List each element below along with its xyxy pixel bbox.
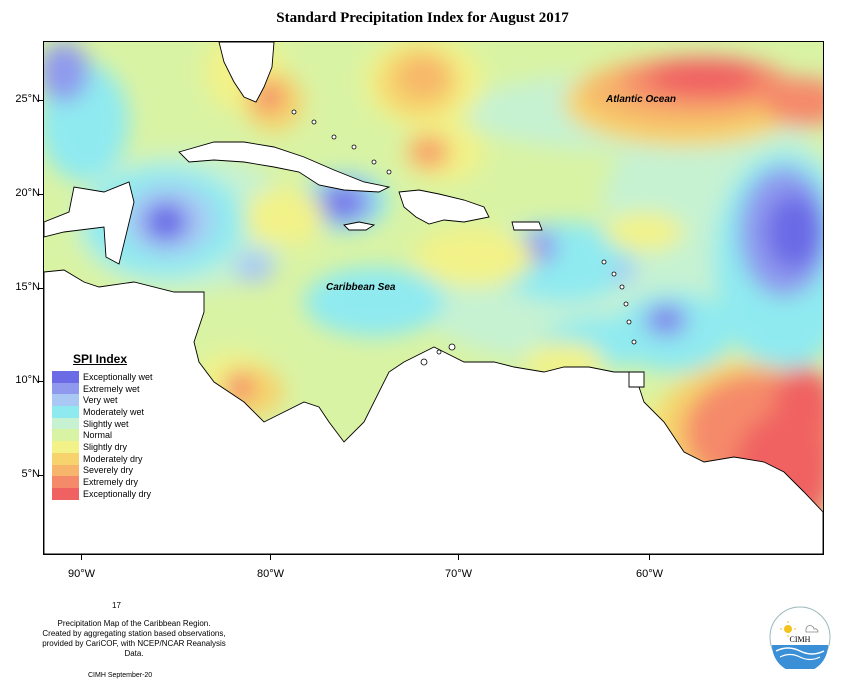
lon-tick-80: 80°W <box>257 568 285 580</box>
lat-tick-15: 15°N <box>15 281 40 293</box>
legend-swatch <box>52 406 79 418</box>
legend-label: Exceptionally wet <box>83 371 153 382</box>
legend-swatch <box>52 476 79 488</box>
footer-credit: CIMH September-20 <box>88 672 153 679</box>
small-islands <box>291 109 637 366</box>
legend-label: Extremely wet <box>83 383 140 394</box>
legend-swatch <box>52 417 79 430</box>
lon-tick-70: 70°W <box>445 568 473 580</box>
legend-item: Moderately wet <box>52 406 153 418</box>
lon-tick-90: 90°W <box>68 568 96 580</box>
legend-item: Slightly wet <box>52 417 153 430</box>
legend-item: Severely dry <box>52 464 153 477</box>
caribbean-sea-label: Caribbean Sea <box>326 282 396 293</box>
legend-label: Extremely dry <box>83 477 139 488</box>
legend-label: Severely dry <box>83 465 134 476</box>
footer-line-3: provided by CariCOF, with NCEP/NCAR Rean… <box>42 639 226 658</box>
lat-tick-5: 5°N <box>21 468 40 480</box>
legend-title: SPI Index <box>73 352 128 366</box>
legend-item: Extremely wet <box>52 382 153 395</box>
spi-map <box>43 41 824 555</box>
footer-line-2: Created by aggregating station based obs… <box>42 629 226 638</box>
legend-item: Extremely dry <box>52 476 153 488</box>
legend-swatch <box>52 371 79 383</box>
legend-item: Moderately dry <box>52 452 153 465</box>
legend-items: Exceptionally wet Extremely wet Very wet Mo… <box>52 371 153 500</box>
lon-tickmark <box>649 554 650 560</box>
lat-tick-20: 20°N <box>15 187 40 199</box>
legend-item: Exceptionally wet <box>52 371 153 383</box>
footer-number: 17 <box>112 601 121 610</box>
map-title: Standard Precipitation Index for August … <box>276 10 569 26</box>
lat-tickmark <box>38 194 43 195</box>
lat-tickmark <box>38 100 43 101</box>
lat-tickmark <box>38 475 43 476</box>
legend-swatch <box>52 452 79 465</box>
legend-label: Slightly wet <box>83 418 129 429</box>
cimh-logo: CIMH <box>768 605 832 673</box>
lat-tick-25: 25°N <box>15 93 40 105</box>
legend-swatch <box>52 441 79 453</box>
legend-item: Exceptionally dry <box>52 487 153 500</box>
legend-item: Slightly dry <box>52 441 153 453</box>
lon-tickmark <box>270 554 271 560</box>
lon-tickmark <box>458 554 459 560</box>
logo-text: CIMH <box>790 635 811 644</box>
legend-label: Exceptionally dry <box>83 488 152 499</box>
lat-tickmark <box>38 381 43 382</box>
lon-tick-60: 60°W <box>636 568 664 580</box>
legend-swatch <box>52 394 79 407</box>
atlantic-ocean-label: Atlantic Ocean <box>606 94 677 105</box>
legend-label: Moderately dry <box>83 453 143 464</box>
legend-item: Very wet <box>52 394 153 407</box>
lat-tick-10: 10°N <box>15 374 40 386</box>
land-masses <box>44 42 823 554</box>
legend-swatch <box>52 487 79 500</box>
legend-label: Slightly dry <box>83 441 128 452</box>
footer-line-1: Precipitation Map of the Caribbean Regio… <box>57 619 211 628</box>
spi-legend: SPI Index Exceptionally wet Extremely wet… <box>52 352 153 500</box>
legend-swatch <box>52 464 79 477</box>
footer-description: Precipitation Map of the Caribbean Regio… <box>34 619 234 659</box>
legend-label: Normal <box>83 430 113 441</box>
lon-tickmark <box>81 554 82 560</box>
legend-swatch <box>52 382 79 395</box>
lat-tickmark <box>38 288 43 289</box>
legend-label: Very wet <box>83 395 118 406</box>
legend-label: Moderately wet <box>83 406 145 417</box>
legend-item: Normal <box>52 429 153 442</box>
legend-swatch <box>52 429 79 442</box>
